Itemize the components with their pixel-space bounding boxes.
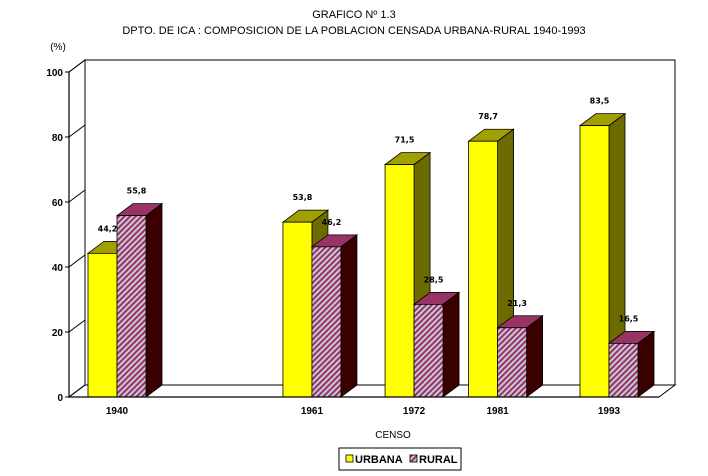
bar-rural-1940 — [116, 215, 147, 398]
data-label-rural-1993: 16,5 — [619, 314, 639, 323]
bar-rural-1981 — [497, 327, 528, 398]
x-tick-label: 1961 — [301, 406, 324, 417]
y-tick-label: 80 — [52, 133, 64, 144]
data-label-rural-1981: 21,3 — [507, 299, 527, 308]
bar-rural-1993 — [608, 342, 639, 398]
legend-box — [338, 447, 462, 471]
bar-urbana-1981 — [468, 140, 499, 398]
y-axis-label: (%) — [50, 42, 66, 53]
y-tick-diagonal — [68, 189, 86, 203]
bar-urbana-1940 — [87, 252, 118, 398]
y-tick-diagonal — [68, 384, 86, 398]
legend-swatch-rural — [409, 454, 418, 463]
x-tick-label: 1981 — [486, 406, 509, 417]
bar-rural-1961-side — [340, 234, 358, 398]
chart-subtitle: DPTO. DE ICA : COMPOSICION DE LA POBLACI… — [122, 25, 585, 37]
side-wall — [68, 59, 86, 398]
legend-swatch-urbana — [345, 454, 354, 463]
y-tick-label: 0 — [57, 393, 63, 404]
data-label-urbana-1981: 78,7 — [478, 112, 498, 121]
data-label-rural-1940: 55,8 — [127, 187, 147, 196]
y-tick-label: 100 — [46, 68, 63, 79]
y-tick-label: 20 — [52, 328, 64, 339]
bar-urbana-1993 — [579, 125, 610, 398]
bar-rural-1972-side — [442, 291, 460, 398]
legend-label-rural: RURAL — [419, 454, 458, 466]
data-label-urbana-1961: 53,8 — [293, 193, 313, 202]
data-label-urbana-1940: 44,2 — [98, 224, 118, 233]
x-axis-label: CENSO — [375, 430, 411, 441]
chart-title: GRAFICO Nº 1.3 — [312, 9, 395, 21]
y-tick-diagonal — [68, 254, 86, 268]
y-tick-diagonal — [68, 124, 86, 138]
bar-rural-1972 — [413, 303, 444, 398]
bar-urbana-1972 — [384, 164, 415, 398]
bar-rural-1961 — [311, 246, 342, 398]
y-tick-label: 60 — [52, 198, 64, 209]
x-tick-label: 1993 — [598, 406, 621, 417]
legend-label-urbana: URBANA — [355, 454, 403, 466]
data-label-urbana-1993: 83,5 — [590, 97, 610, 106]
bar-rural-1993-side — [637, 330, 655, 398]
data-label-rural-1972: 28,5 — [424, 275, 444, 284]
bar-rural-1940-side — [145, 202, 163, 398]
y-tick-diagonal — [68, 59, 86, 73]
bar-urbana-1961 — [282, 221, 313, 398]
data-label-rural-1961: 46,2 — [322, 218, 342, 227]
bar-rural-1981-side — [526, 314, 544, 398]
y-tick-diagonal — [68, 319, 86, 333]
y-tick-label: 40 — [52, 263, 64, 274]
data-label-urbana-1972: 71,5 — [395, 136, 415, 145]
x-tick-label: 1972 — [403, 406, 426, 417]
x-tick-label: 1940 — [106, 406, 129, 417]
legend: URBANA RURAL — [338, 447, 462, 471]
